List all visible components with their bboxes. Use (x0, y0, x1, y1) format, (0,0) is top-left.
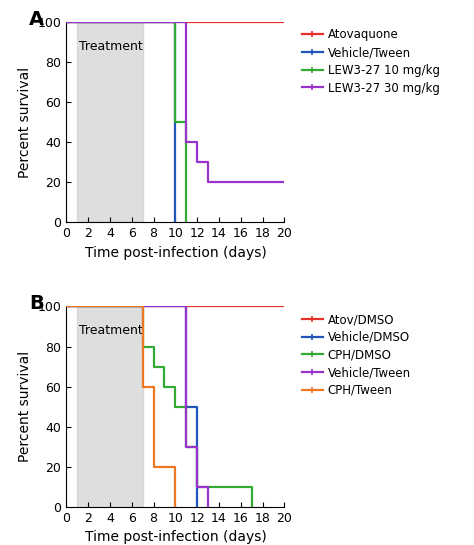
Text: Treatment: Treatment (79, 40, 143, 53)
Y-axis label: Percent survival: Percent survival (18, 351, 32, 462)
Bar (77, 306, 143, 507)
Legend: Atovaquone, Vehicle/Tween, LEW3-27 10 mg/kg, LEW3-27 30 mg/kg: Atovaquone, Vehicle/Tween, LEW3-27 10 mg… (297, 23, 444, 99)
Y-axis label: Percent survival: Percent survival (18, 66, 32, 178)
Text: A: A (29, 10, 45, 29)
Text: Treatment: Treatment (79, 324, 143, 337)
Text: B: B (29, 294, 44, 313)
X-axis label: Time post-infection (days): Time post-infection (days) (84, 530, 266, 544)
X-axis label: Time post-infection (days): Time post-infection (days) (84, 246, 266, 259)
Legend: Atov/DMSO, Vehicle/DMSO, CPH/DMSO, Vehicle/Tween, CPH/Tween: Atov/DMSO, Vehicle/DMSO, CPH/DMSO, Vehic… (297, 308, 415, 402)
Bar (77, 22, 143, 222)
